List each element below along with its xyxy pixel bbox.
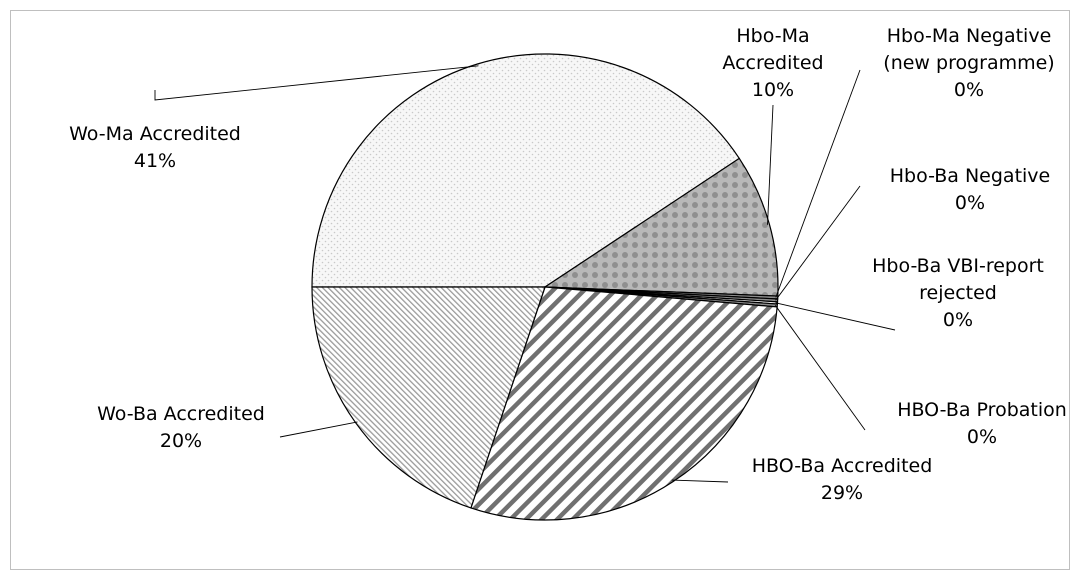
leader-line-4	[775, 302, 896, 331]
slice-percent-0: 41%	[134, 150, 176, 172]
leader-line-0	[154, 65, 479, 101]
slice-label-1: Accredited	[722, 52, 823, 74]
leader-line-2	[775, 69, 861, 298]
slice-label-4: Hbo-Ba VBI-report	[872, 255, 1044, 277]
pie-slice-7	[311, 286, 546, 509]
slice-label-5: HBO-Ba Probation	[897, 399, 1067, 421]
slice-label-0: Wo-Ma Accredited	[69, 123, 241, 145]
slice-label-1: Hbo-Ma	[736, 25, 809, 47]
pie-slice-1	[543, 157, 779, 297]
slice-label-2: (new programme)	[883, 52, 1054, 74]
slice-label-4: rejected	[919, 282, 997, 304]
slice-percent-1: 10%	[752, 79, 794, 101]
pie-slice-6	[470, 286, 778, 521]
leader-line-3	[775, 185, 861, 301]
leader-line-1	[767, 104, 774, 225]
slice-percent-5: 0%	[967, 426, 997, 448]
slice-percent-2: 0%	[954, 79, 984, 101]
leader-line-7	[279, 421, 358, 438]
slice-label-3: Hbo-Ba Negative	[890, 165, 1051, 187]
slice-label-6: HBO-Ba Accredited	[752, 455, 933, 477]
slice-percent-3: 0%	[955, 192, 985, 214]
slice-percent-7: 20%	[160, 430, 202, 452]
slice-percent-4: 0%	[943, 309, 973, 331]
leader-line-5	[774, 305, 866, 431]
leader-line-6	[671, 479, 729, 483]
slice-label-7: Wo-Ba Accredited	[97, 403, 265, 425]
slice-percent-6: 29%	[821, 482, 863, 504]
slice-label-2: Hbo-Ma Negative	[887, 25, 1052, 47]
